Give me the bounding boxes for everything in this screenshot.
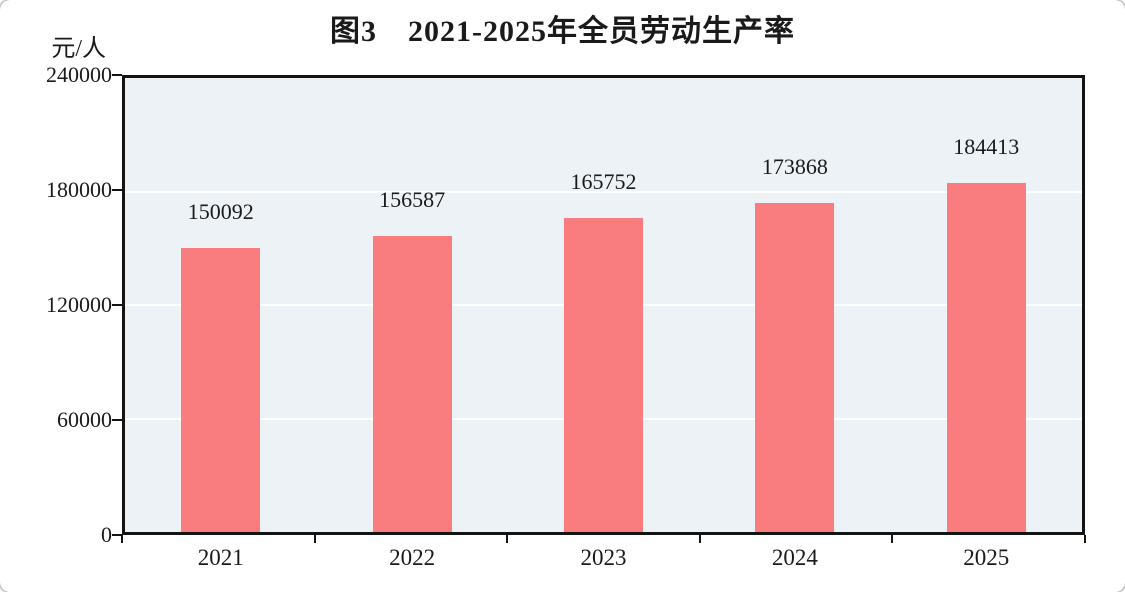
y-tick-label-120000: 120000 [46, 292, 112, 317]
y-axis-tick-mark [112, 419, 122, 421]
y-axis-tick-mark [112, 304, 122, 306]
x-tick-label-2021: 2021 [197, 545, 244, 570]
y-tick-label-240000: 240000 [46, 62, 112, 87]
bar-2024 [755, 203, 835, 532]
bar-value-label-2021: 150092 [187, 199, 254, 225]
plot-area [122, 75, 1085, 535]
bar-2023 [564, 218, 643, 532]
bar-2022 [372, 235, 452, 532]
bar-value-label-2025: 184413 [953, 134, 1020, 160]
x-axis-tick-mark [121, 535, 123, 543]
y-axis-tick-mark [112, 74, 122, 76]
x-tick-label-2023: 2023 [580, 545, 627, 570]
x-axis-tick-mark [1084, 535, 1086, 543]
y-tick-label-60000: 60000 [57, 407, 112, 432]
bar-2021 [181, 248, 261, 532]
x-axis-tick-mark [698, 535, 701, 543]
x-axis-tick-mark [313, 535, 316, 543]
y-tick-label-0: 0 [101, 522, 112, 547]
y-tick-label-180000: 180000 [46, 177, 112, 202]
x-axis-tick-mark [506, 535, 509, 543]
x-tick-label-2024: 2024 [771, 545, 818, 570]
gridline-180000 [125, 190, 1082, 193]
bar-value-label-2024: 173868 [761, 154, 828, 180]
bar-value-label-2022: 156587 [379, 186, 446, 212]
chart-title: 图3 2021-2025年全员劳动生产率 [330, 15, 795, 48]
x-tick-label-2025: 2025 [963, 545, 1010, 570]
y-axis-tick-mark [112, 534, 122, 536]
bar-2025 [946, 183, 1026, 532]
bar-value-label-2023: 165752 [570, 169, 637, 195]
x-axis-tick-mark [891, 535, 894, 543]
y-axis-unit-label: 元/人 [51, 36, 106, 62]
x-tick-label-2022: 2022 [389, 545, 436, 570]
y-axis-tick-mark [112, 189, 122, 191]
